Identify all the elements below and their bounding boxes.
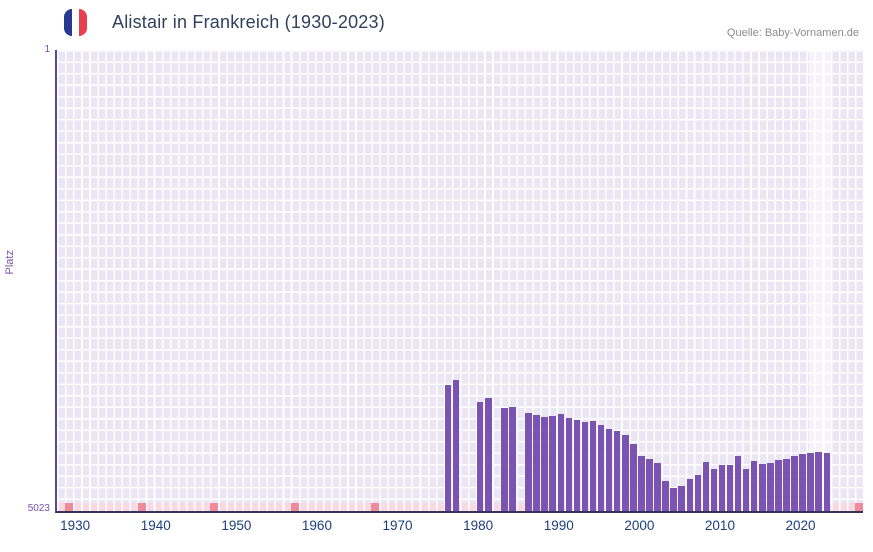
bar-1996[interactable] — [605, 429, 613, 511]
bar-2009[interactable] — [710, 469, 718, 511]
bar-1992[interactable] — [573, 419, 581, 511]
bar-2020[interactable] — [799, 453, 806, 511]
bar-2014[interactable] — [750, 461, 758, 511]
y-tick-min: 5023 — [27, 503, 50, 514]
bar-2001[interactable] — [646, 458, 653, 511]
bar-2002[interactable] — [654, 463, 661, 511]
x-tick-1990: 1990 — [543, 518, 574, 533]
strip-accent-1947 — [210, 503, 219, 511]
x-tick-1980: 1980 — [463, 518, 494, 533]
y-axis-title: Platz — [4, 250, 16, 275]
flag-blue-stripe — [64, 9, 72, 36]
bar-2021[interactable] — [807, 452, 814, 511]
strip-accent-1929 — [65, 503, 74, 511]
bar-1997[interactable] — [613, 431, 621, 511]
x-tick-1960: 1960 — [301, 518, 332, 533]
bar-1977[interactable] — [452, 380, 460, 511]
bar-2018[interactable] — [783, 458, 790, 511]
x-tick-2010: 2010 — [704, 518, 735, 533]
plot-area — [55, 50, 863, 513]
strip-accent-2027 — [854, 503, 863, 511]
bar-2008[interactable] — [702, 462, 710, 511]
bar-2003[interactable] — [662, 480, 669, 511]
x-axis-ticks: 1930 1940 1950 1960 1970 1980 1990 2000 2010 2020 — [55, 518, 861, 538]
bar-2015[interactable] — [759, 463, 766, 511]
bar-2007[interactable] — [694, 474, 701, 511]
bar-1976[interactable] — [444, 385, 452, 511]
bar-1986[interactable] — [525, 412, 532, 511]
france-flag-icon — [64, 9, 87, 36]
bar-1993[interactable] — [581, 422, 589, 511]
source-attribution: Quelle: Baby-Vornamen.de — [726, 27, 859, 39]
bar-1991[interactable] — [565, 418, 573, 511]
bar-2016[interactable] — [767, 463, 774, 511]
x-tick-1950: 1950 — [221, 518, 252, 533]
x-tick-1940: 1940 — [140, 518, 171, 533]
x-tick-2000: 2000 — [624, 518, 655, 533]
bar-2022[interactable] — [815, 452, 822, 511]
bar-2023[interactable] — [823, 452, 830, 511]
bar-2006[interactable] — [686, 479, 693, 511]
bar-1988[interactable] — [541, 417, 548, 511]
x-tick-2020: 2020 — [785, 518, 816, 533]
bar-1983[interactable] — [501, 407, 508, 511]
bar-2013[interactable] — [742, 469, 750, 511]
flag-red-stripe — [79, 9, 87, 36]
bar-1989[interactable] — [549, 416, 556, 511]
chart-title: Alistair in Frankreich (1930-2023) — [112, 12, 385, 32]
bar-2019[interactable] — [791, 455, 798, 511]
bar-1990[interactable] — [557, 413, 564, 511]
bar-1995[interactable] — [597, 424, 605, 511]
bar-1998[interactable] — [622, 435, 629, 511]
recent-years-highlight-band — [808, 50, 831, 511]
bar-1984[interactable] — [509, 407, 516, 511]
bar-1994[interactable] — [589, 420, 597, 511]
bar-2000[interactable] — [638, 455, 645, 511]
flag-white-stripe — [71, 9, 80, 36]
bar-2005[interactable] — [678, 485, 685, 511]
bar-2004[interactable] — [670, 487, 677, 511]
bar-2010[interactable] — [718, 464, 726, 511]
bar-1981[interactable] — [485, 397, 492, 511]
bar-2017[interactable] — [775, 459, 782, 511]
bar-1999[interactable] — [630, 443, 637, 511]
y-tick-max: 1 — [44, 44, 50, 55]
bar-1987[interactable] — [533, 414, 540, 511]
x-tick-1970: 1970 — [382, 518, 413, 533]
bottom-data-strip — [57, 503, 863, 511]
strip-accent-1957 — [290, 503, 299, 511]
bar-2011[interactable] — [726, 464, 734, 511]
x-tick-1930: 1930 — [60, 518, 91, 533]
strip-accent-1938 — [137, 503, 146, 511]
strip-accent-1967 — [371, 503, 380, 511]
bar-1980[interactable] — [476, 401, 484, 511]
bar-2012[interactable] — [734, 455, 742, 511]
